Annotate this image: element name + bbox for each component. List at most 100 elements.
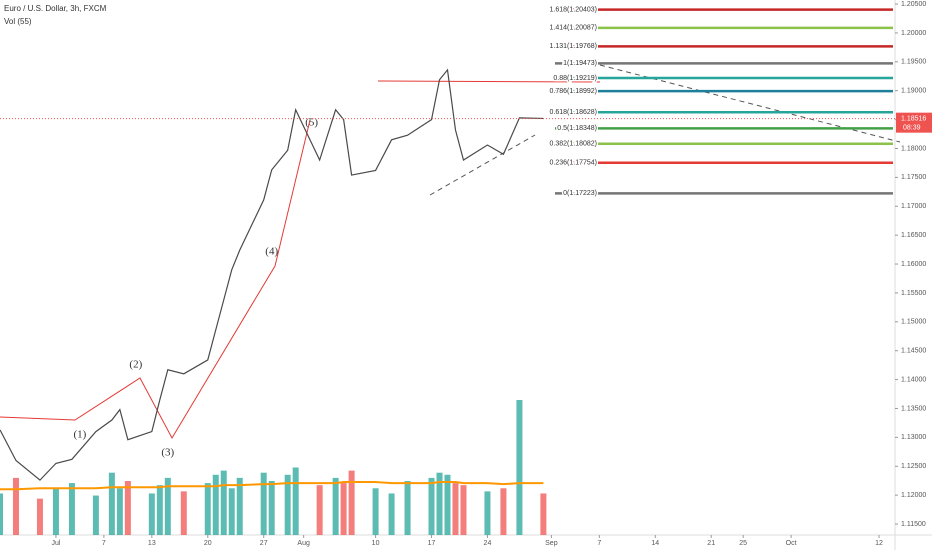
y-tick-label: 1.12500 (901, 463, 926, 470)
fib-label: 1(1.19473) (563, 60, 597, 67)
wave-label: (1) (73, 429, 86, 441)
volume-bar (12, 477, 19, 535)
wave-drawing[interactable] (0, 119, 311, 440)
x-tick-label: 12 (875, 540, 883, 547)
x-tick-label: 7 (102, 540, 106, 547)
volume-bar (540, 493, 547, 535)
y-tick-label: 1.19500 (901, 59, 926, 66)
volume-bar (0, 493, 3, 535)
countdown-label: 08:39 (903, 125, 921, 132)
x-tick-label: Jul (51, 540, 60, 547)
wave-label: (4) (265, 245, 278, 257)
x-tick-label: 14 (651, 540, 659, 547)
volume-ma (0, 481, 544, 491)
y-tick-label: 1.18000 (901, 145, 926, 152)
fib-label: 1.618(1.20403) (550, 6, 597, 13)
volume-bar (436, 472, 443, 535)
fib-label: 0.618(1.18628) (550, 109, 597, 116)
y-tick-label: 1.11500 (901, 521, 926, 528)
y-tick-label: 1.16500 (901, 232, 926, 239)
fib-label: 1.414(1.20087) (550, 25, 597, 32)
fib-label: 0.236(1.17754) (550, 160, 597, 167)
fib-label: 0(1.17223) (563, 190, 597, 197)
fib-label: 0.382(1.18082) (550, 141, 597, 148)
wave-label: (5) (305, 117, 318, 129)
volume-bar (388, 493, 395, 535)
volume-bar (260, 472, 267, 535)
volume-bar (36, 498, 43, 535)
y-tick-label: 1.20500 (901, 1, 926, 8)
y-tick-label: 1.15000 (901, 319, 926, 326)
fib-label: 0.786(1.18992) (550, 88, 597, 95)
x-tick-label: 17 (428, 540, 436, 547)
volume-bar (148, 493, 155, 535)
x-tick-label: 21 (707, 540, 715, 547)
last-price-tag (896, 112, 932, 133)
volume-bar (484, 491, 491, 535)
volume-bar (124, 481, 131, 535)
y-tick-label: 1.20000 (901, 30, 926, 37)
volume-bar (268, 481, 275, 535)
y-tick-label: 1.16000 (901, 261, 926, 268)
trend-line[interactable] (599, 64, 901, 143)
volume-bar (108, 472, 115, 535)
price-line (0, 68, 544, 481)
y-tick-label: 1.12000 (901, 492, 926, 499)
volume-bar (284, 474, 291, 535)
fib-label: 0.88(1.19219) (553, 75, 597, 82)
volume-bar (220, 470, 227, 535)
y-tick-label: 1.13000 (901, 434, 926, 441)
volume-bar (372, 488, 379, 535)
volume-bar (236, 477, 243, 535)
volume-bar (332, 477, 339, 535)
x-tick-label: 27 (260, 540, 268, 547)
volume-bar (404, 481, 411, 535)
y-tick-label: 1.13500 (901, 405, 926, 412)
volume-bar (516, 400, 523, 535)
indicator-title: Vol (55) (4, 17, 32, 26)
volume-bar (156, 485, 163, 535)
fib-label: 1.131(1.19768) (550, 43, 597, 50)
volume-bar (212, 474, 219, 535)
volume-bar (92, 495, 99, 535)
volume-bar (444, 474, 451, 535)
x-tick-label: 13 (148, 540, 156, 547)
volume-bar (452, 483, 459, 535)
x-tick-label: 10 (372, 540, 380, 547)
x-tick-label: Sep (545, 540, 558, 547)
volume-bar (68, 483, 75, 535)
y-tick-label: 1.17000 (901, 203, 926, 210)
volume-bar (164, 477, 171, 535)
wave-label: (3) (161, 446, 174, 458)
x-tick-label: 25 (739, 540, 747, 547)
y-tick-label: 1.15500 (901, 290, 926, 297)
volume-bar (500, 488, 507, 535)
volume-bar (460, 485, 467, 535)
y-tick-label: 1.19000 (901, 88, 926, 95)
volume-bar (228, 488, 235, 535)
x-tick-label: Aug (297, 540, 310, 547)
last-price-label: 1.18516 (901, 116, 926, 123)
x-tick-label: 24 (484, 540, 492, 547)
volume-bar (116, 488, 123, 535)
trend-line[interactable] (429, 134, 536, 196)
y-tick-label: 1.14000 (901, 376, 926, 383)
y-tick-label: 1.14500 (901, 348, 926, 355)
y-tick-label: 1.17500 (901, 174, 926, 181)
x-tick-label: 7 (597, 540, 601, 547)
volume-bar (340, 483, 347, 535)
chart-title: Euro / U.S. Dollar, 3h, FXCM (4, 4, 107, 13)
volume-bar (52, 488, 59, 535)
wave-label: (2) (129, 359, 142, 371)
volume-bar (316, 485, 323, 535)
fib-label: 0.5(1.18348) (557, 125, 597, 132)
x-tick-label: 20 (204, 540, 212, 547)
horizontal-ray[interactable] (377, 80, 601, 83)
volume-bar (292, 467, 299, 535)
volume-bar (204, 483, 211, 535)
volume-bar (348, 470, 355, 535)
volume-bar (180, 491, 187, 535)
volume-bar (428, 477, 435, 535)
